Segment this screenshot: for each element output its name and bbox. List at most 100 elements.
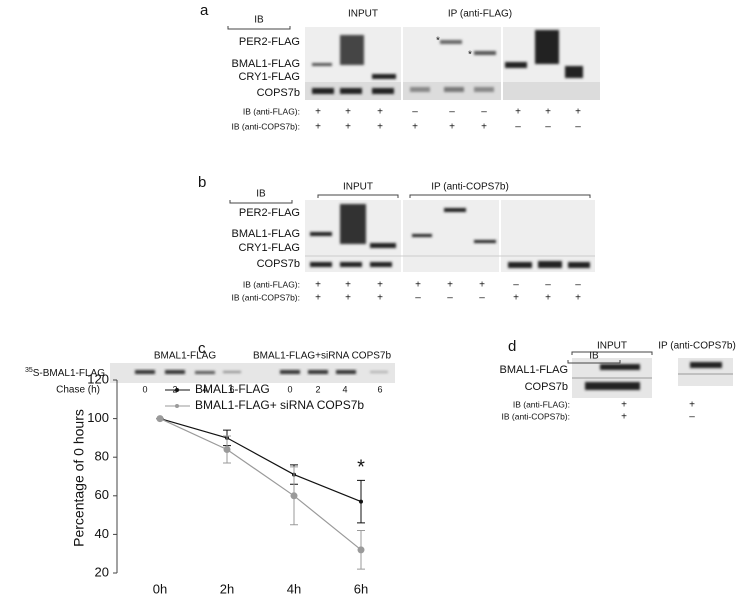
sign: + — [315, 107, 321, 118]
sign: + — [515, 107, 521, 118]
header: IP (anti-FLAG) — [448, 9, 512, 20]
sign: – — [513, 280, 519, 291]
sign: + — [689, 400, 695, 411]
header: INPUT — [348, 9, 378, 20]
bracket — [409, 194, 591, 198]
condition-label: IB (anti-FLAG): — [243, 279, 300, 289]
header: IP (anti-COPS7b) — [431, 182, 509, 193]
sign: + — [377, 122, 383, 133]
sign: – — [545, 122, 551, 133]
row-label: COPS7b — [525, 381, 568, 393]
sign: – — [575, 280, 581, 291]
condition-label: IB (anti-FLAG): — [513, 399, 570, 409]
bracket — [567, 360, 621, 364]
group-label: BMAL1-FLAG — [154, 351, 216, 362]
sign: – — [447, 293, 453, 304]
sign: + — [377, 107, 383, 118]
sign: + — [315, 280, 321, 291]
y-tick-label: 100 — [87, 410, 109, 425]
sign: – — [689, 412, 695, 423]
series-line — [159, 418, 362, 503]
sign: – — [415, 293, 421, 304]
point — [156, 415, 164, 423]
header: IP (anti-COPS7b) — [658, 341, 736, 352]
sign: + — [513, 293, 519, 304]
condition-label: IB (anti-FLAG): — [243, 106, 300, 116]
sign: + — [621, 400, 627, 411]
sign: + — [315, 122, 321, 133]
bracket — [317, 194, 399, 198]
sign: + — [575, 293, 581, 304]
annotation: * — [357, 457, 365, 479]
sign: – — [481, 107, 487, 118]
sign: – — [412, 107, 418, 118]
sign: + — [345, 280, 351, 291]
chase-time: 6 — [377, 384, 382, 394]
group-label: BMAL1-FLAG+siRNA COPS7b — [253, 351, 392, 362]
chase-time: 0 — [287, 384, 292, 394]
blots — [110, 27, 733, 398]
sign: + — [479, 280, 485, 291]
sign: – — [575, 122, 581, 133]
chase-time: 4 — [202, 384, 207, 394]
row-label: CRY1-FLAG — [238, 242, 300, 254]
row-label: PER2-FLAG — [239, 207, 300, 219]
sign: + — [575, 107, 581, 118]
star: * — [436, 36, 440, 47]
x-tick-label: 2h — [220, 581, 234, 596]
sign: + — [377, 280, 383, 291]
sign: – — [449, 107, 455, 118]
chase-time: 2 — [172, 384, 177, 394]
ib-label: IB — [589, 351, 599, 362]
header: INPUT — [343, 182, 373, 193]
sign: + — [315, 293, 321, 304]
sign: + — [345, 107, 351, 118]
panel-label: a — [200, 2, 209, 19]
row-label: COPS7b — [257, 87, 300, 99]
row-label: 35S-BMAL1-FLAG — [25, 367, 105, 379]
panel-label: b — [198, 174, 206, 191]
panel-label: d — [508, 338, 516, 355]
x-tick-label: 0h — [153, 581, 167, 596]
sign: + — [545, 107, 551, 118]
legend-label: BMAL1-FLAG — [195, 382, 270, 396]
point — [357, 546, 365, 554]
sign: – — [479, 293, 485, 304]
y-tick-label: 20 — [95, 564, 109, 579]
bands — [312, 30, 583, 94]
y-tick-label: 80 — [95, 449, 109, 464]
star: * — [468, 50, 472, 61]
y-tick-label: 40 — [95, 526, 109, 541]
x-tick-label: 4h — [287, 581, 301, 596]
condition-label: IB (anti-COPS7b): — [232, 292, 301, 302]
row-label: BMAL1-FLAG — [232, 58, 300, 70]
blot-c — [110, 363, 395, 383]
bands — [310, 204, 590, 268]
ib-label: IB — [256, 189, 266, 200]
superscript: 35 — [25, 367, 33, 374]
sign: + — [345, 122, 351, 133]
chase-label: Chase (h) — [56, 385, 100, 396]
row-label: PER2-FLAG — [239, 36, 300, 48]
chase-time: 6 — [229, 384, 234, 394]
panel-label: c — [198, 340, 206, 357]
sign: – — [515, 122, 521, 133]
condition-label: IB (anti-COPS7b): — [502, 411, 571, 421]
bracket — [229, 200, 293, 204]
sign: + — [345, 293, 351, 304]
sign: + — [545, 293, 551, 304]
bands — [135, 370, 388, 374]
legend-marker — [175, 404, 179, 408]
sign: + — [415, 280, 421, 291]
row-text: S-BMAL1-FLAG — [33, 368, 105, 379]
point — [290, 492, 298, 500]
series-line — [159, 418, 362, 551]
legend-label: BMAL1-FLAG+ siRNA COPS7b — [195, 398, 364, 412]
sign: + — [449, 122, 455, 133]
sign: + — [621, 412, 627, 423]
sign: + — [481, 122, 487, 133]
row-label: CRY1-FLAG — [238, 71, 300, 83]
header: INPUT — [597, 341, 627, 352]
ib-label: IB — [254, 15, 264, 26]
